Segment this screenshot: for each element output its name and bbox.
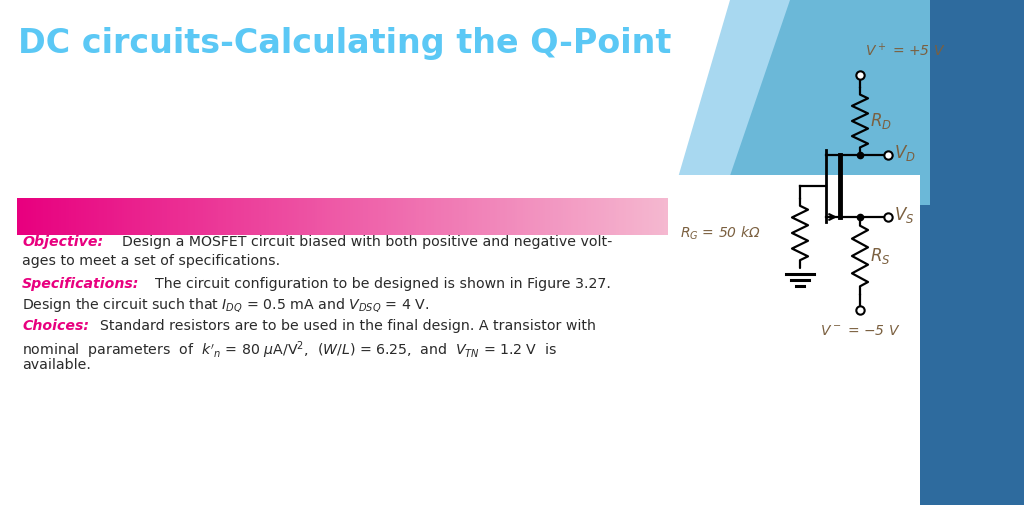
Text: $V^+$ = +5 V: $V^+$ = +5 V — [865, 42, 945, 59]
Text: $R_S$: $R_S$ — [870, 246, 891, 266]
Text: Objective:: Objective: — [22, 235, 103, 249]
Polygon shape — [920, 0, 1024, 505]
Text: $V^-$ = −5 V: $V^-$ = −5 V — [820, 324, 900, 338]
Text: Design the circuit such that $I_{DQ}$ = 0.5 mA and $V_{DSQ}$ = 4 V.: Design the circuit such that $I_{DQ}$ = … — [22, 296, 429, 314]
Polygon shape — [670, 0, 790, 205]
Text: Choices:: Choices: — [22, 319, 89, 333]
Text: available.: available. — [22, 358, 91, 372]
Text: $R_G$ = 50 kΩ: $R_G$ = 50 kΩ — [680, 224, 761, 242]
Text: $R_D$: $R_D$ — [870, 111, 892, 131]
Text: Specifications:: Specifications: — [22, 277, 139, 291]
Text: $V_S$: $V_S$ — [894, 205, 914, 225]
Text: 3.5: 3.5 — [195, 201, 222, 217]
Text: The circuit configuration to be designed is shown in Figure 3.27.: The circuit configuration to be designed… — [155, 277, 611, 291]
Text: Standard resistors are to be used in the final design. A transistor with: Standard resistors are to be used in the… — [100, 319, 596, 333]
Text: ages to meet a set of specifications.: ages to meet a set of specifications. — [22, 254, 281, 268]
Text: Design a MOSFET circuit biased with both positive and negative volt-: Design a MOSFET circuit biased with both… — [122, 235, 612, 249]
Text: DESIGN EXAMPLE: DESIGN EXAMPLE — [22, 201, 162, 217]
Polygon shape — [700, 0, 930, 205]
Polygon shape — [660, 175, 920, 505]
Text: nominal  parameters  of  $k'_n$ = 80 $\mu$A/V$^2$,  $(W/L)$ = 6.25,  and  $V_{TN: nominal parameters of $k'_n$ = 80 $\mu$A… — [22, 339, 557, 361]
Text: DC circuits-Calculating the Q-Point: DC circuits-Calculating the Q-Point — [18, 27, 672, 60]
Text: $V_D$: $V_D$ — [894, 143, 915, 163]
